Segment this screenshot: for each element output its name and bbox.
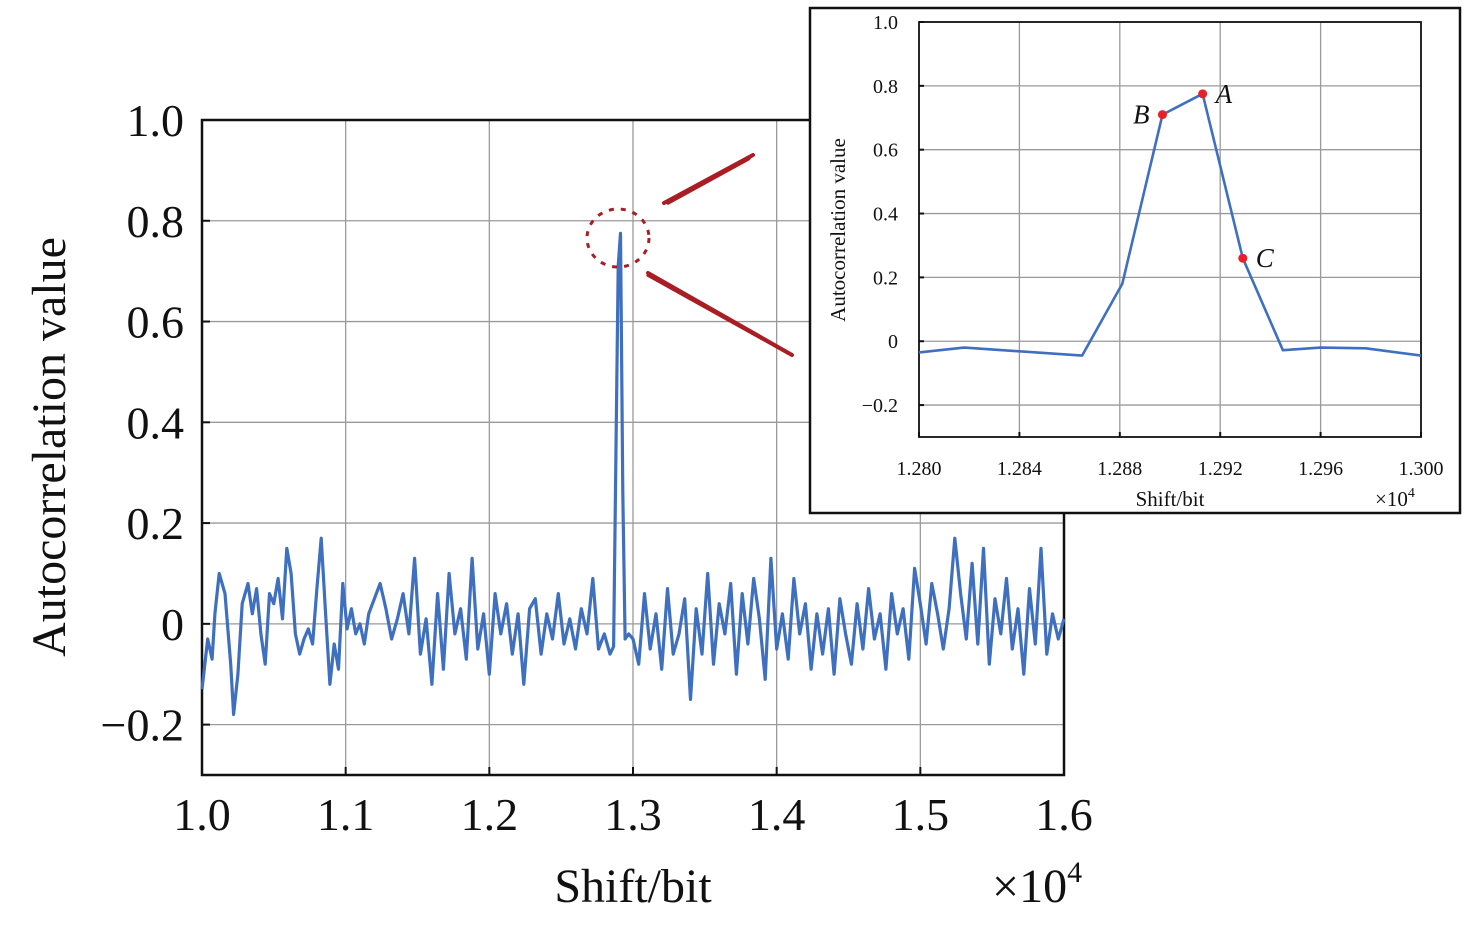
inset-y-tick-label: 0.4 [873, 204, 898, 226]
inset-x-tick-label: 1.292 [1198, 458, 1243, 480]
point-a-marker [1198, 89, 1208, 99]
inset-y-tick-label: 0 [888, 331, 898, 353]
inset-y-tick-label: −0.2 [862, 395, 898, 417]
inset-x-tick-label: 1.288 [1097, 458, 1142, 480]
main-y-tick-label: 0.4 [127, 397, 185, 448]
zoom-callout-upper-stroke [662, 153, 755, 205]
point-b-label: B [1133, 100, 1150, 130]
inset-x-tick-label: 1.280 [897, 458, 942, 480]
inset-y-axis-label: Autocorrelation value [826, 138, 850, 322]
main-y-tick-label: 0.6 [127, 297, 185, 348]
inset-x-multiplier-exp: 4 [1408, 486, 1415, 501]
main-y-tick-label: −0.2 [101, 700, 184, 751]
inset-y-tick-label: 0.6 [873, 140, 898, 162]
main-y-tick-label: 0.2 [127, 498, 185, 549]
main-y-tick-label: 0 [161, 599, 184, 650]
main-x-tick-label: 1.6 [1035, 789, 1093, 840]
inset-y-tick-label: 1.0 [873, 12, 898, 34]
main-x-multiplier-exp: 4 [1067, 856, 1082, 889]
inset-y-tick-label: 0.8 [873, 76, 898, 98]
inset-x-multiplier-base: ×10 [1375, 487, 1408, 511]
point-a-label: A [1214, 79, 1233, 109]
zoom-callout-lower-stroke [646, 271, 794, 357]
inset-y-tick-label: 0.2 [873, 267, 898, 289]
inset-x-tick-label: 1.296 [1298, 458, 1343, 480]
point-b-marker [1157, 110, 1167, 120]
main-x-multiplier-base: ×10 [992, 860, 1067, 913]
main-x-multiplier: ×104 [992, 856, 1082, 913]
inset-x-axis-label: Shift/bit [1136, 487, 1205, 511]
main-y-tick-label: 1.0 [127, 95, 185, 146]
main-x-tick-label: 1.5 [892, 789, 950, 840]
inset-x-tick-label: 1.300 [1399, 458, 1444, 480]
main-x-tick-label: 1.1 [317, 789, 375, 840]
main-ticks: 1.0 1.1 1.2 1.3 1.4 1.5 1.6 −0.2 0 0.2 0.4 0.6 0.8 1.… [101, 95, 1093, 840]
main-x-tick-label: 1.2 [461, 789, 519, 840]
main-series-line [200, 231, 1066, 717]
point-c-label: C [1256, 243, 1275, 273]
zoom-circle [585, 207, 651, 269]
inset-points: A B C [1133, 79, 1275, 273]
inset-grid [919, 21, 1421, 437]
inset-plot-frame [918, 21, 1422, 438]
main-y-axis-label: Autocorrelation value [23, 237, 76, 657]
main-x-tick-label: 1.4 [748, 789, 806, 840]
main-x-tick-label: 1.0 [173, 789, 231, 840]
inset-x-tick-label: 1.284 [997, 458, 1042, 480]
point-c-marker [1238, 253, 1248, 263]
main-x-axis-label: Shift/bit [554, 860, 712, 913]
inset-x-multiplier: ×104 [1375, 486, 1415, 511]
main-x-tick-label: 1.3 [604, 789, 662, 840]
main-y-tick-label: 0.8 [127, 196, 185, 247]
inset-ticks: 1.280 1.284 1.288 1.292 1.296 1.300 −0.2 0 0.2 0.… [862, 12, 1444, 480]
